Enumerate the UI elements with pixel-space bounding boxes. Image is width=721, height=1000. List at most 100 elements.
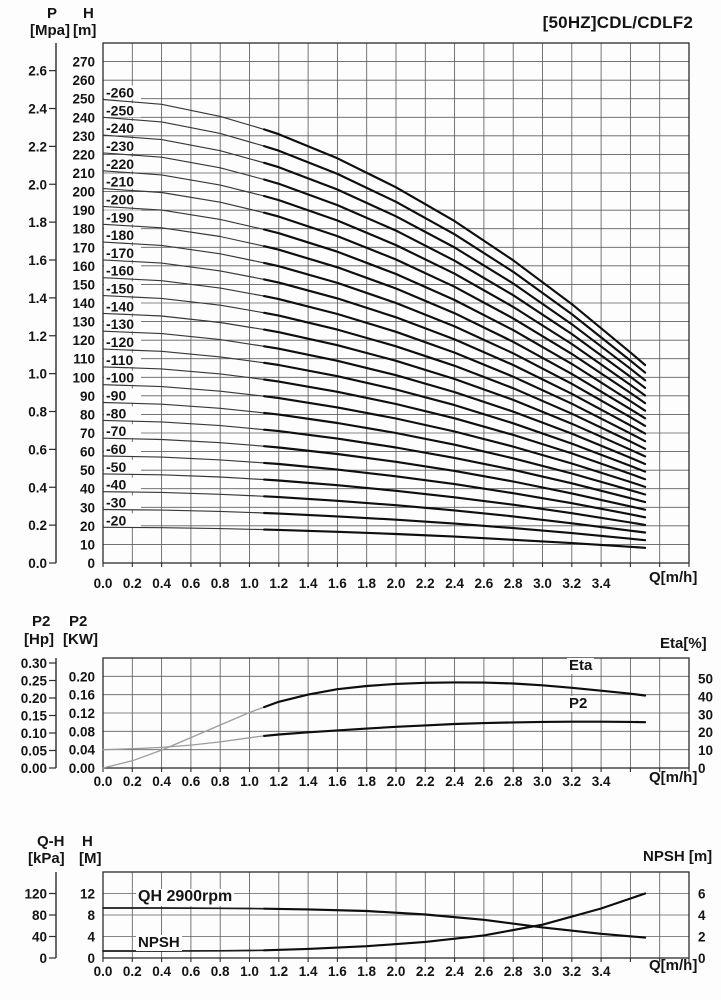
x-tick-label: 3.2 (562, 964, 581, 979)
head-curve-label: -70 (106, 423, 126, 439)
head-curve-label: -150 (106, 281, 134, 297)
hm-tick-label: 0 (87, 951, 95, 966)
head-curve-label: -220 (106, 156, 134, 172)
x-tick-label: 0.6 (182, 774, 201, 789)
npsh-curve-label: NPSH (136, 934, 182, 951)
outer-axis-tick-label: 2.4 (28, 102, 47, 117)
curve-label-pad (104, 210, 141, 225)
qh-curve-label: QH 2900rpm (136, 888, 235, 906)
head-curve (263, 395, 647, 488)
outer-axis-tick-label: 1.4 (28, 291, 47, 306)
x-tick-label: 2.8 (504, 964, 523, 979)
eta-tick-label: 30 (698, 707, 713, 722)
x-tick-label: 1.2 (269, 774, 288, 789)
head-curve-label: -190 (106, 209, 134, 225)
x-tick-label: 0.4 (152, 576, 171, 591)
hm-tick-label: 8 (87, 908, 95, 923)
head-curve (102, 277, 265, 297)
head-curve-label: -260 (106, 84, 134, 100)
head-curve (263, 478, 647, 526)
head-curve (102, 455, 265, 464)
p2-curve (102, 735, 265, 751)
head-curve (102, 241, 265, 264)
head-curve (102, 116, 265, 147)
outer-axis-tick-label: 0.25 (21, 674, 48, 689)
head-curve (263, 378, 647, 481)
npsh-curve (263, 892, 647, 952)
head-curve (102, 384, 265, 397)
x-tick-label: 2.6 (475, 774, 494, 789)
x-tick-label: 0.6 (182, 576, 201, 591)
head-curve-label: -110 (106, 352, 133, 368)
head-curve (102, 473, 265, 481)
kw-tick-label: 0.20 (69, 669, 95, 684)
head-curve (263, 461, 647, 519)
head-curve (102, 348, 265, 364)
x-tick-label: 1.0 (240, 964, 259, 979)
eta-tick-label: 10 (698, 743, 713, 758)
head-curve (263, 211, 647, 405)
head-tick-label: 110 (73, 352, 95, 367)
kw-tick-label: 0.12 (69, 706, 95, 721)
outer-axis-tick-label: 0.20 (21, 691, 47, 706)
head-tick-label: 220 (72, 147, 95, 162)
pressure-axis-title: P (47, 5, 58, 22)
head-curve (102, 205, 265, 231)
curve-label-pad (104, 388, 141, 403)
x-tick-label: 2.2 (416, 964, 435, 979)
curve-label-pad (104, 121, 141, 136)
head-tick-label: 170 (72, 240, 95, 255)
head-tick-label: 190 (72, 203, 95, 218)
head-curve (263, 278, 647, 435)
head-curve (102, 170, 265, 197)
x-tick-label: 1.8 (357, 576, 376, 591)
head-curve-label: -120 (106, 334, 134, 350)
x-tick-label: 1.6 (328, 576, 347, 591)
outer-axis-tick-label: 0.10 (21, 726, 47, 741)
curve-label-pad (104, 513, 141, 528)
head-curve-label: -240 (106, 120, 134, 136)
head-curve-label: -100 (106, 370, 134, 386)
eta-curve-label: Eta (567, 657, 595, 674)
qh-axis-title: Q-H (37, 833, 65, 850)
x-tick-label: 3.4 (592, 576, 611, 591)
outer-axis-tick-label: 2.6 (28, 64, 47, 79)
x-tick-label: 0.4 (152, 964, 171, 979)
curve-label-pad (104, 352, 141, 367)
x-tick-label: 2.8 (504, 774, 523, 789)
head-curve (102, 419, 265, 431)
x-tick-label: 0.2 (123, 576, 142, 591)
npsh-tick-label: 6 (698, 887, 706, 902)
x-tick-label: 3.0 (533, 964, 552, 979)
head-curve (102, 508, 265, 514)
head-tick-label: 130 (72, 315, 95, 330)
head-curve (263, 328, 647, 458)
x-tick-label: 0.0 (94, 774, 113, 789)
x-tick-label: 1.2 (269, 576, 288, 591)
curve-label-pad (104, 459, 141, 474)
x-tick-label: 0.6 (182, 964, 201, 979)
hm-tick-label: 12 (80, 887, 95, 902)
x-tick-label: 0.0 (94, 576, 113, 591)
curve-label-pad (104, 192, 141, 207)
power-kw-title: P2 (69, 613, 88, 630)
power-hp-unit: [Hp] (24, 631, 54, 648)
head-curve (263, 261, 647, 427)
hm-axis-unit: [M] (79, 850, 102, 867)
outer-axis-tick-label: 120 (24, 887, 47, 902)
head-curve (102, 259, 265, 280)
eta-curve (102, 706, 265, 769)
outer-axis-tick-label: 0.00 (21, 761, 47, 776)
npsh-tick-label: 0 (698, 951, 706, 966)
x-tick-label: 3.0 (533, 774, 552, 789)
x-tick-label: 2.6 (475, 964, 494, 979)
x-tick-label: 3.2 (562, 774, 581, 789)
head-tick-label: 20 (80, 519, 95, 534)
head-curve (102, 491, 265, 497)
x-tick-label: 2.0 (387, 774, 406, 789)
head-tick-label: 270 (72, 55, 95, 70)
qh-curve (102, 907, 265, 910)
x-tick-label: 1.2 (269, 964, 288, 979)
head-curve-label: -130 (106, 316, 134, 332)
